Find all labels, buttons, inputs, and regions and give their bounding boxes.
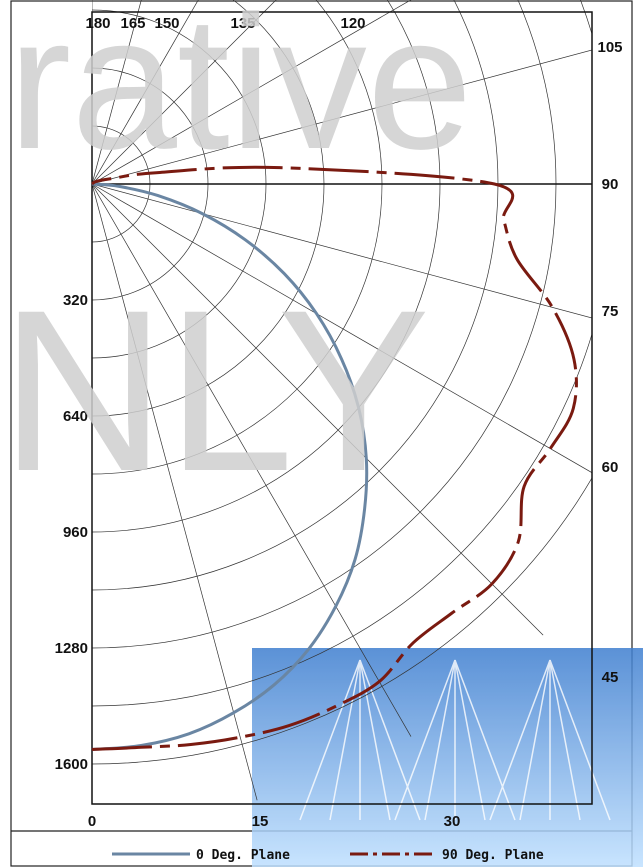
radial-tick-label: 640 <box>63 408 88 425</box>
grid-spoke <box>92 183 544 636</box>
radial-tick-label: 1600 <box>55 756 88 773</box>
logo-backdrop <box>252 648 643 867</box>
grid-spoke <box>92 0 199 185</box>
legend: 0 Deg. Plane 90 Deg. Plane <box>112 848 544 863</box>
grid-spoke <box>92 183 258 801</box>
grid-spoke <box>92 183 592 474</box>
radial-tick-label: 320 <box>63 292 88 309</box>
angle-tick-top: 150 <box>154 15 179 32</box>
radial-tick-label: 1280 <box>55 640 88 657</box>
angle-tick-right: 105 <box>597 39 622 56</box>
plot-frame <box>91 11 593 805</box>
grid-spoke <box>92 0 277 185</box>
angle-tick-right: 90 <box>602 176 619 193</box>
legend-label-90deg: 90 Deg. Plane <box>442 848 544 863</box>
grid-spoke <box>92 0 412 185</box>
grid-spoke <box>92 49 592 185</box>
angle-tick-bottom: 15 <box>252 813 269 830</box>
angle-tick-top: 120 <box>340 15 365 32</box>
radial-tick-label: 960 <box>63 524 88 541</box>
angle-tick-right: 45 <box>602 669 619 686</box>
angle-tick-top: 135 <box>230 15 255 32</box>
series-layer <box>91 165 578 751</box>
grid-spoke <box>92 0 142 185</box>
angle-tick-top: 165 <box>120 15 145 32</box>
angle-tick-bottom: 0 <box>88 813 96 830</box>
watermark: rative NLY <box>0 0 473 519</box>
grid-spoke <box>92 183 412 737</box>
watermark-line-2: NLY <box>0 262 430 519</box>
series-line-1 <box>91 165 578 751</box>
angle-tick-right: 75 <box>602 303 619 320</box>
watermark-line-1: rative <box>8 0 473 189</box>
series-line-0 <box>91 182 369 751</box>
angle-tick-top: 180 <box>85 15 110 32</box>
angle-tick-bottom: 30 <box>444 813 461 830</box>
angle-tick-right: 60 <box>602 459 619 476</box>
legend-label-0deg: 0 Deg. Plane <box>196 848 290 863</box>
